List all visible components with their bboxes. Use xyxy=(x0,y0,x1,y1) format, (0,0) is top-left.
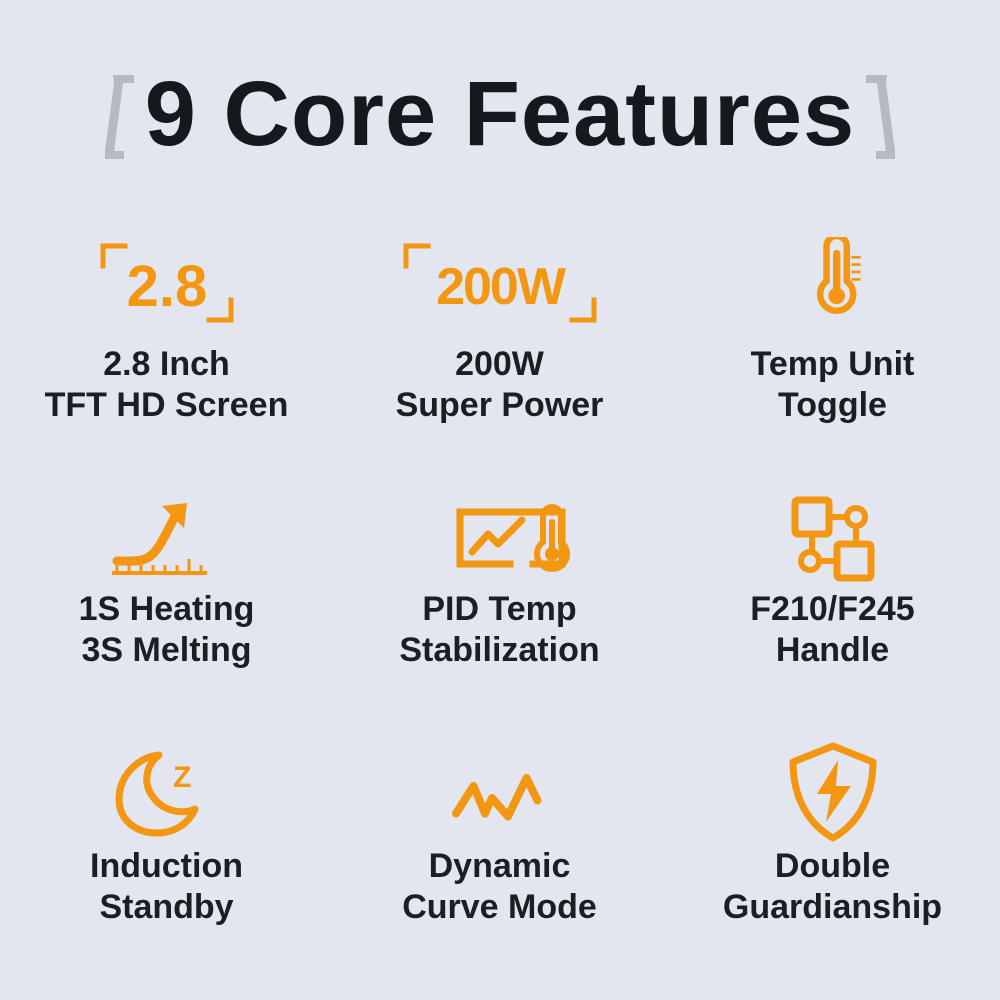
svg-text:2.8: 2.8 xyxy=(126,254,207,319)
svg-text:Z: Z xyxy=(173,761,191,794)
svg-text:200W: 200W xyxy=(436,258,567,316)
